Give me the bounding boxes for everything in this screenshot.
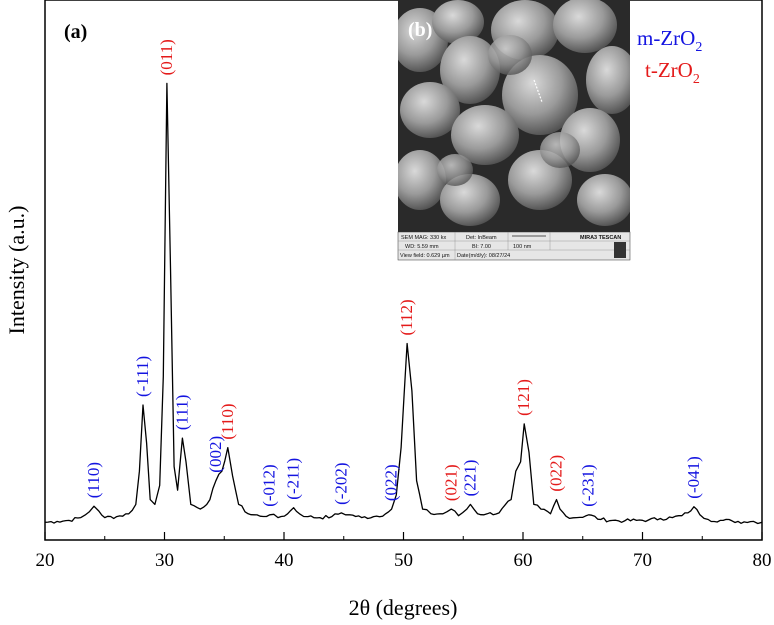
x-tick-label: 40 (275, 550, 294, 571)
sem-info-bar (397, 231, 631, 261)
peak-label: (110) (84, 462, 103, 498)
x-axis-label: 2θ (degrees) (349, 595, 458, 620)
peak-label: (-231) (579, 464, 598, 506)
peak-label: (111) (172, 395, 191, 431)
sem-bi: BI: 7.00 (472, 244, 491, 250)
xrd-pattern-line (45, 82, 762, 525)
legend: m-ZrO2 t-ZrO2 (637, 26, 702, 87)
sem-scale-text: 100 nm (513, 244, 532, 250)
sem-view-field: View field: 0.629 µm (400, 253, 450, 259)
sem-brand: MIRA3 TESCAN (580, 235, 621, 241)
x-axis-ticks: 20 30 40 50 60 70 80 (36, 532, 772, 571)
peak-label: (-211) (284, 458, 303, 500)
x-tick-label: 80 (753, 550, 772, 571)
panel-label-b: (b) (408, 19, 432, 41)
x-tick-label: 70 (633, 550, 652, 571)
x-tick-label: 50 (394, 550, 413, 571)
peak-label: (011) (157, 39, 176, 75)
peak-label: (021) (441, 464, 460, 501)
peak-label: (022) (547, 455, 566, 492)
legend-entry-t-zro2: t-ZrO2 (645, 58, 700, 87)
peak-labels: (110)(-111)(011)(111)(002)(110)(-012) (-2… (84, 39, 703, 507)
x-tick-label: 30 (155, 550, 174, 571)
sem-mag: SEM MAG: 330 kx (401, 235, 446, 241)
peak-label: (112) (397, 299, 416, 335)
peak-label: (-202) (331, 462, 350, 504)
x-tick-label: 60 (514, 550, 533, 571)
panel-label-a: (a) (64, 21, 87, 43)
peak-label: (-111) (133, 356, 152, 397)
peak-label: (121) (514, 379, 533, 416)
peak-label: (-041) (684, 456, 703, 498)
peak-label: (221) (460, 460, 479, 497)
legend-entry-m-zro2: m-ZrO2 (637, 26, 702, 55)
peak-label: (-012) (260, 464, 279, 506)
sem-date: Date(m/d/y): 08/27/24 (457, 253, 510, 259)
sem-inset: SEM MAG: 330 kx Det: InBeam MIRA3 TESCAN… (397, 0, 631, 261)
x-tick-label: 20 (36, 550, 55, 571)
y-axis-label: Intensity (a.u.) (4, 206, 29, 335)
sem-wd: WD: 5.59 mm (405, 244, 439, 250)
sem-image-grains (398, 0, 630, 226)
peak-label: (002) (206, 436, 225, 473)
peak-label: (110) (218, 403, 237, 439)
peak-label: (022) (382, 464, 401, 501)
sem-detector: Det: InBeam (466, 235, 497, 241)
